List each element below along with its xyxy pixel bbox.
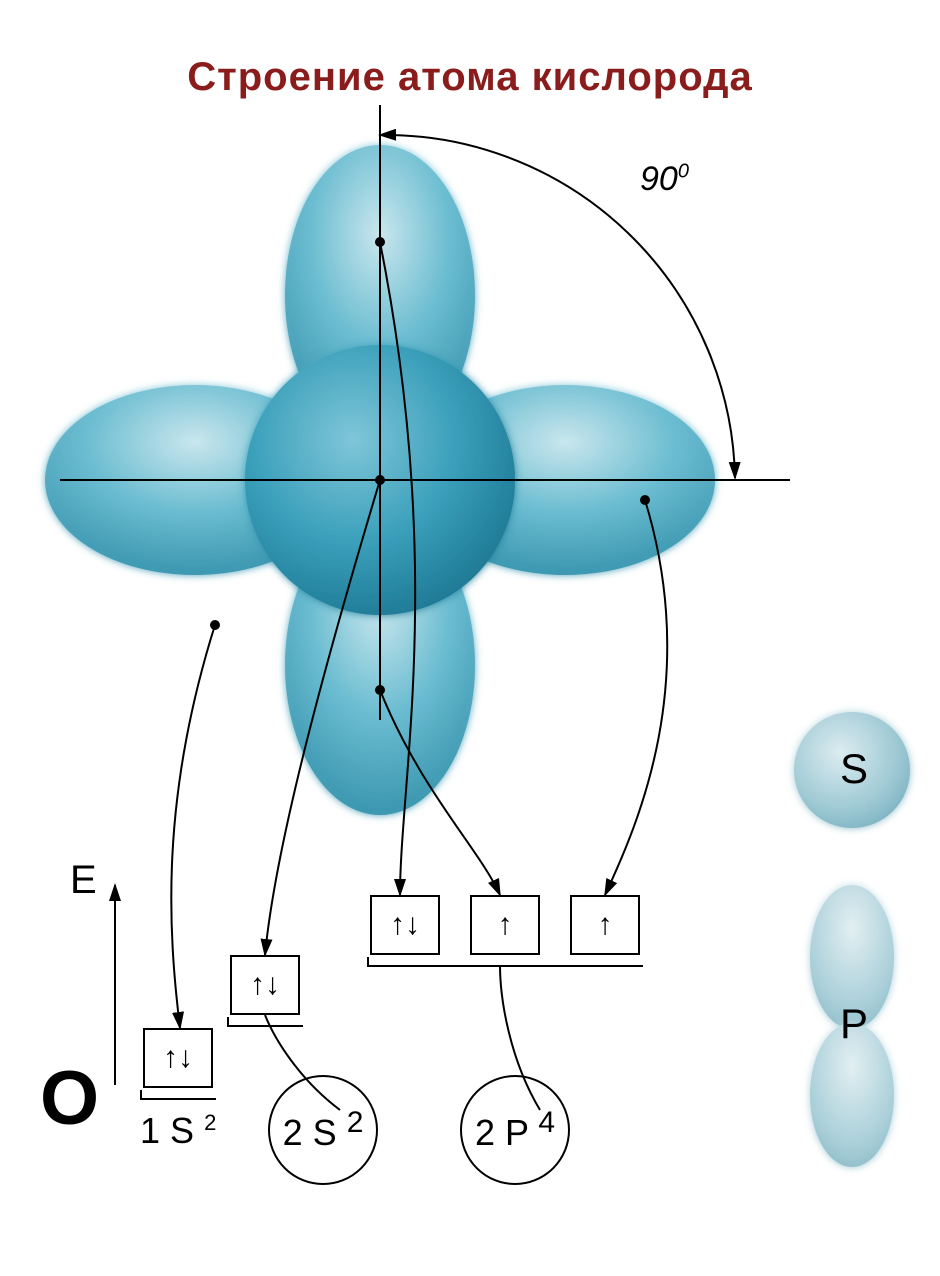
orbital-box-2p-2: ↑ — [470, 895, 540, 955]
bracket-2s — [227, 1017, 303, 1027]
config-1s2: 1 S 2 — [140, 1110, 216, 1152]
config-2s2-circle: 2 S 2 — [268, 1075, 378, 1185]
energy-axis-label: E — [70, 858, 97, 903]
orbital-box-1s: ↑↓ — [143, 1028, 213, 1088]
bracket-2p — [367, 957, 643, 967]
orbital-box-2p-3: ↑ — [570, 895, 640, 955]
diagram-stage: Строение атома кислорода — [0, 0, 940, 1276]
orbital-box-2p-1: ↑↓ — [370, 895, 440, 955]
angle-label: 900 — [640, 160, 689, 199]
element-symbol: O — [40, 1055, 99, 1142]
atom-diagram — [0, 0, 940, 1276]
legend-s-label: S — [840, 745, 868, 793]
legend-p-label: P — [840, 1000, 868, 1048]
bracket-1s — [140, 1090, 216, 1100]
config-2p4-circle: 2 P 4 — [460, 1075, 570, 1185]
orbital-box-2s: ↑↓ — [230, 955, 300, 1015]
